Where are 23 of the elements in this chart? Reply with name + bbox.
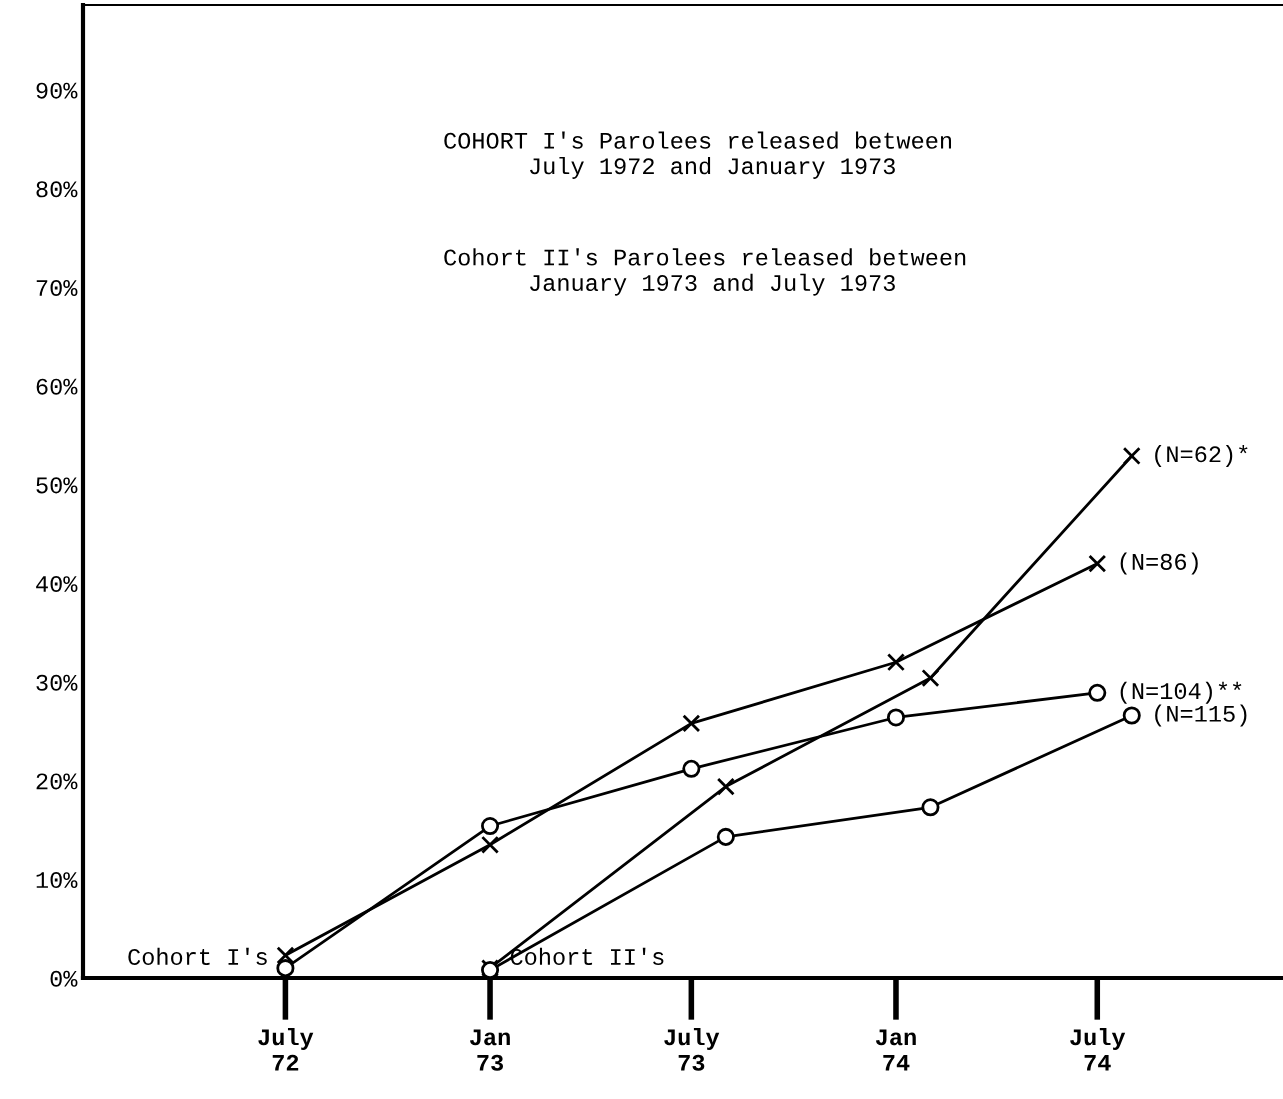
y-tick-label: 80% (36, 181, 78, 198)
x-tick-label: July 72 (258, 1028, 314, 1071)
y-tick-label: 90% (36, 82, 78, 99)
y-tick-label: 10% (36, 872, 78, 889)
annotation: Cohort II's (510, 947, 664, 965)
y-tick-label: 70% (36, 279, 78, 297)
x-tick-label: Jan 73 (469, 1029, 510, 1071)
series-label: (N=104)** (1120, 681, 1242, 704)
series-label: (N=86) (1120, 552, 1198, 575)
y-tick-label: 40% (36, 576, 78, 593)
x-tick-label: Jan 74 (875, 1029, 916, 1071)
y-tick-label: 0% (50, 970, 78, 987)
y-tick-label: 20% (36, 773, 78, 790)
y-tick-label: 60% (36, 378, 78, 395)
series-label: (N=115) (1155, 704, 1247, 727)
y-tick-label: 30% (36, 674, 78, 691)
annotation: Cohort II's Parolees released between January 1973 and July 1973 (444, 248, 966, 296)
y-tick-label: 50% (36, 477, 78, 494)
annotation: Cohort I's (128, 947, 267, 965)
x-tick-label: July 73 (664, 1028, 720, 1071)
annotation: COHORT I's Parolees released between July 1972 and January 1973 (444, 131, 952, 179)
x-tick-label: July 74 (1070, 1028, 1126, 1071)
series-label: (N=62)* (1155, 444, 1248, 467)
